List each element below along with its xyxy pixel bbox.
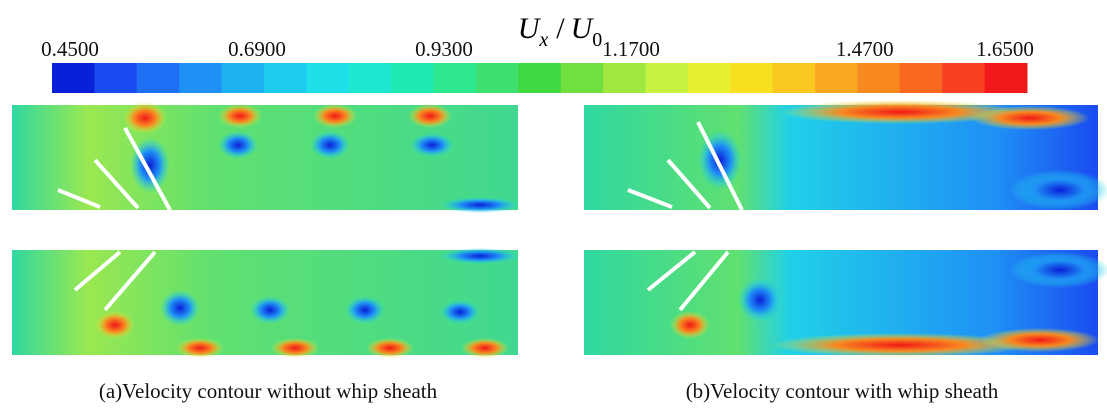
color-swatch: [857, 63, 901, 93]
tick-label: 0.6900: [228, 37, 286, 61]
title-part: U: [571, 12, 595, 45]
contour-a-top: [12, 102, 520, 213]
color-swatch: [391, 63, 435, 93]
color-swatch: [984, 63, 1028, 93]
color-swatch: [560, 63, 604, 93]
tick-label: 1.4700: [836, 37, 894, 61]
tick-label: 0.9300: [415, 37, 473, 61]
caption: (a)Velocity contour without whip sheath: [99, 379, 438, 403]
color-swatch: [475, 63, 519, 93]
tick-label: 1.1700: [602, 37, 660, 61]
color-swatch: [221, 63, 265, 93]
color-swatch: [603, 63, 646, 93]
color-swatch: [942, 63, 986, 93]
caption: (b)Velocity contour with whip sheath: [686, 379, 999, 403]
title-sub: 0: [592, 29, 602, 51]
contour-b-top: [584, 100, 1107, 211]
color-swatch: [263, 63, 307, 93]
color-swatch: [772, 63, 816, 93]
contour-a-bottom: [12, 248, 520, 358]
color-swatch: [815, 63, 858, 93]
color-swatch: [94, 63, 138, 93]
color-swatch: [433, 63, 477, 93]
title-sub: x: [538, 29, 548, 51]
contour-b-bottom: [584, 250, 1107, 357]
color-swatch: [348, 63, 392, 93]
tick-label: 0.4500: [41, 37, 99, 61]
title-part: /: [556, 12, 565, 45]
color-swatch: [687, 63, 731, 93]
color-swatch: [518, 63, 562, 93]
color-swatch: [52, 63, 95, 93]
title-part: U: [518, 12, 542, 45]
color-swatch: [730, 63, 774, 93]
colorbar-title: Ux / U0: [518, 12, 603, 51]
color-swatch: [136, 63, 180, 93]
color-swatch: [306, 63, 350, 93]
color-swatch: [179, 63, 223, 93]
colorbar-ticks: 0.4500 0.6900 0.9300 1.1700 1.4700 1.6500: [41, 37, 1034, 61]
tick-label: 1.6500: [976, 37, 1034, 61]
colorbar: [52, 63, 1028, 93]
color-swatch: [645, 63, 689, 93]
color-swatch: [899, 63, 943, 93]
